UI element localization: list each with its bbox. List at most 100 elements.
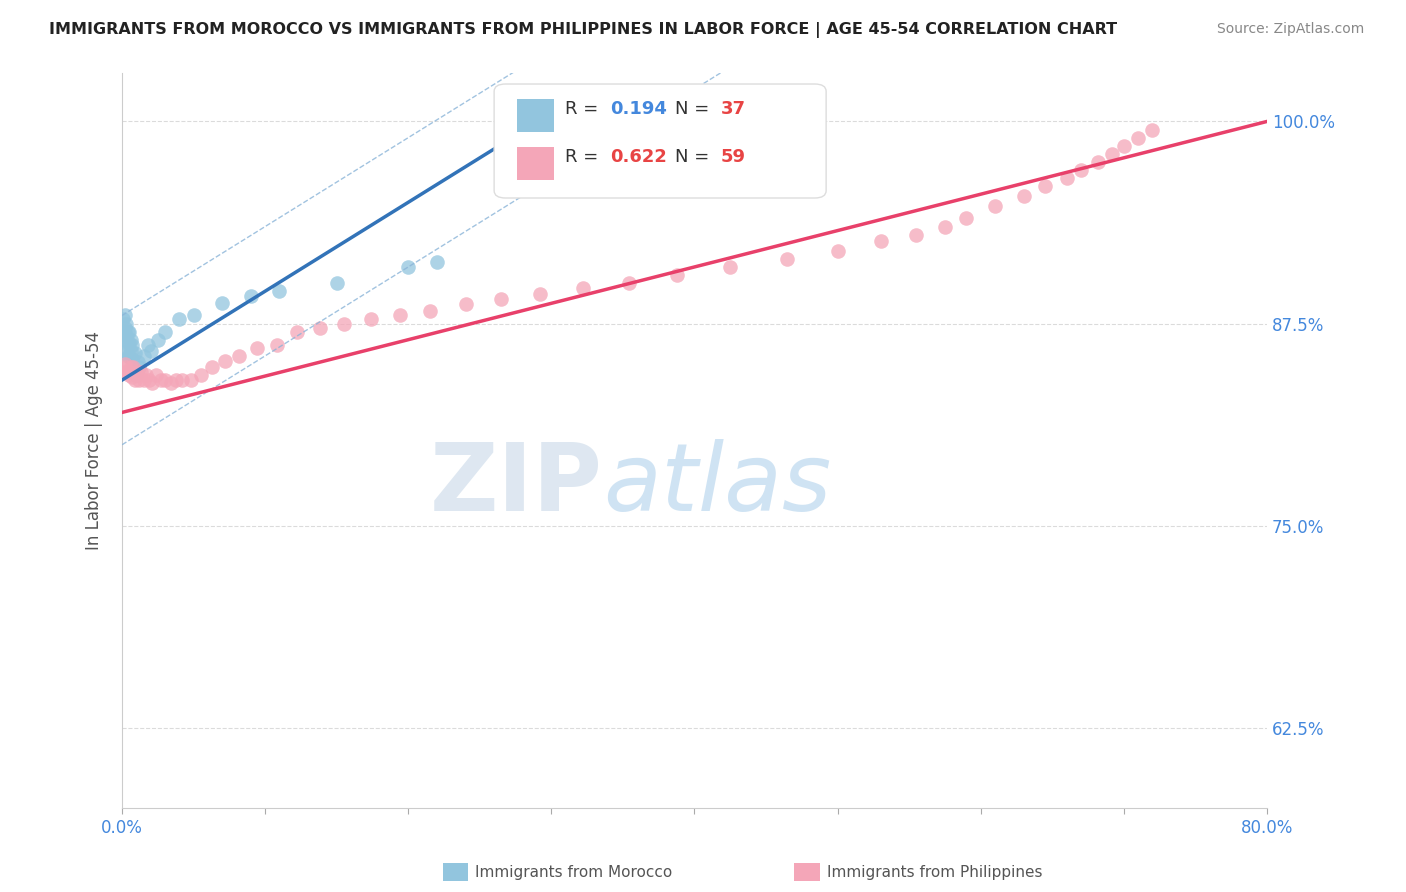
Point (124, 373, 146, 387)
Text: N =: N = (675, 148, 716, 166)
Point (127, 355, 149, 369)
Point (1126, 130, 1149, 145)
Point (121, 337, 143, 351)
Point (124, 345, 146, 359)
Point (115, 317, 138, 331)
Point (127, 368, 149, 383)
Y-axis label: In Labor Force | Age 45-54: In Labor Force | Age 45-54 (86, 331, 103, 550)
Point (121, 352, 143, 367)
Point (118, 349, 141, 363)
Point (1112, 138, 1135, 153)
Point (146, 333, 169, 347)
FancyBboxPatch shape (517, 146, 554, 179)
Point (201, 360, 224, 375)
Point (128, 360, 150, 375)
Point (245, 341, 267, 355)
Point (308, 321, 330, 335)
Point (533, 122, 555, 136)
Point (139, 343, 162, 358)
Point (827, 244, 849, 258)
Point (1087, 154, 1109, 169)
Point (426, 255, 449, 269)
Point (132, 349, 155, 363)
Point (905, 227, 928, 242)
Point (214, 353, 236, 368)
Text: 37: 37 (721, 100, 745, 119)
Point (1070, 163, 1092, 178)
Point (114, 309, 136, 323)
Text: N =: N = (675, 100, 716, 119)
Point (117, 337, 139, 351)
Point (125, 365, 148, 379)
Point (285, 325, 308, 339)
Text: 0.194: 0.194 (610, 100, 666, 119)
Point (776, 252, 799, 266)
Point (984, 198, 1007, 212)
Point (1012, 189, 1035, 203)
Point (135, 368, 157, 383)
Text: Immigrants from Philippines: Immigrants from Philippines (827, 865, 1042, 880)
Point (419, 303, 441, 318)
Point (128, 373, 150, 387)
Point (529, 287, 551, 301)
Point (491, 293, 513, 307)
Point (117, 349, 139, 363)
Point (934, 219, 956, 234)
Text: IMMIGRANTS FROM MOROCCO VS IMMIGRANTS FROM PHILIPPINES IN LABOR FORCE | AGE 45-5: IMMIGRANTS FROM MOROCCO VS IMMIGRANTS FR… (49, 22, 1118, 38)
Text: ZIP: ZIP (430, 439, 603, 531)
Point (169, 311, 191, 326)
Point (153, 325, 176, 339)
Point (120, 343, 142, 358)
FancyBboxPatch shape (494, 84, 827, 198)
Point (153, 373, 176, 387)
Point (454, 297, 477, 311)
Point (333, 317, 356, 331)
Point (112, 311, 135, 326)
Point (190, 368, 212, 383)
Point (1056, 171, 1078, 186)
Point (117, 365, 139, 379)
Point (165, 373, 187, 387)
Point (112, 365, 135, 379)
Point (360, 311, 382, 326)
Text: 0.622: 0.622 (610, 148, 666, 166)
Point (718, 260, 741, 274)
Point (132, 373, 155, 387)
Point (114, 333, 136, 347)
Point (666, 268, 689, 282)
Point (172, 373, 194, 387)
Text: 59: 59 (721, 148, 745, 166)
Point (115, 360, 138, 375)
Text: atlas: atlas (603, 440, 831, 531)
Point (114, 321, 136, 335)
Point (325, 276, 347, 290)
Point (228, 349, 250, 363)
Text: R =: R = (565, 100, 605, 119)
Point (955, 211, 977, 226)
Point (269, 284, 291, 298)
Point (1101, 146, 1123, 161)
Point (159, 376, 181, 391)
Point (112, 325, 135, 339)
Point (115, 327, 138, 342)
Point (117, 325, 139, 339)
Point (118, 368, 141, 383)
Text: R =: R = (565, 148, 605, 166)
Point (122, 360, 145, 375)
Point (122, 360, 145, 375)
FancyBboxPatch shape (517, 99, 554, 132)
Point (1142, 122, 1164, 136)
Point (120, 360, 142, 375)
Point (266, 337, 288, 351)
Point (239, 289, 262, 303)
Point (136, 337, 159, 351)
Point (118, 335, 141, 350)
Text: Source: ZipAtlas.com: Source: ZipAtlas.com (1216, 22, 1364, 37)
Point (145, 368, 167, 383)
Point (183, 309, 205, 323)
Point (121, 369, 143, 384)
Point (115, 343, 138, 358)
Point (125, 368, 148, 383)
Point (211, 295, 233, 310)
Point (120, 333, 142, 347)
